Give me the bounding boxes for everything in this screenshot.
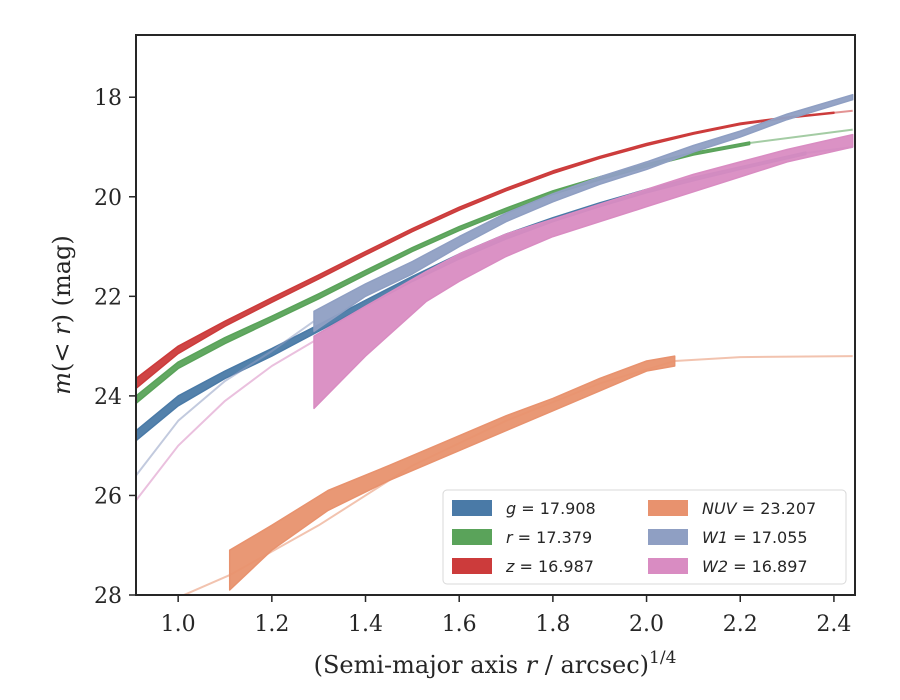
ticks-layer: 1.0 1.2 1.4 1.6 1.8 2.0 2.2 2.4 18 20 22 24 26 28 [94, 86, 851, 637]
legend-label-z: z = 16.987 [505, 557, 594, 576]
x-tick-label: 1.8 [535, 612, 570, 637]
series-w2-extension [136, 340, 315, 502]
series-w1-extension [136, 320, 315, 477]
x-axis-title: (Semi-major axis r / arcsec)1/4 [314, 648, 677, 679]
series-nuv-band [228, 355, 676, 591]
y-tick-label: 18 [94, 86, 122, 111]
series-w2-band [313, 133, 854, 410]
y-tick-label: 26 [94, 484, 122, 509]
x-tick-label: 1.2 [254, 612, 289, 637]
legend-box [442, 489, 847, 585]
legend-swatch-g [452, 500, 492, 516]
y-axis-title: m(< r) (mag) [48, 235, 76, 395]
legend: g = 17.908 r = 17.379 z = 16.987 NUV = 23.2… [442, 489, 847, 585]
series-r-extension [749, 128, 853, 144]
y-tick-label: 22 [94, 285, 122, 310]
legend-swatch-w1 [648, 529, 688, 545]
series-z-band [136, 111, 835, 390]
legend-entries: g = 17.908 r = 17.379 z = 16.987 NUV = 23.2… [452, 499, 816, 576]
y-tick-label: 24 [94, 385, 122, 410]
legend-label-r: r = 17.379 [506, 528, 592, 547]
x-tick-label: 2.4 [816, 612, 851, 637]
legend-label-w1: W1 = 17.055 [702, 528, 808, 547]
x-tick-label: 1.0 [161, 612, 196, 637]
legend-swatch-z [452, 558, 492, 574]
x-tick-label: 2.0 [629, 612, 664, 637]
legend-label-nuv: NUV = 23.207 [702, 499, 816, 518]
legend-swatch-w2 [648, 558, 688, 574]
series-w1-band [313, 93, 854, 332]
x-tick-label: 1.6 [442, 612, 477, 637]
series-z-extension [833, 109, 853, 114]
y-tick-label: 28 [94, 584, 122, 609]
legend-label-g: g = 17.908 [506, 499, 596, 518]
plot-frame [135, 34, 856, 596]
series-r-band [136, 141, 751, 405]
legend-swatch-nuv [648, 500, 688, 516]
series-layer [136, 93, 854, 595]
x-tick-label: 1.4 [348, 612, 383, 637]
legend-label-w2: W2 = 16.897 [702, 557, 808, 576]
x-tick-label: 2.2 [723, 612, 758, 637]
y-tick-label: 20 [94, 186, 122, 211]
legend-swatch-r [452, 529, 492, 545]
